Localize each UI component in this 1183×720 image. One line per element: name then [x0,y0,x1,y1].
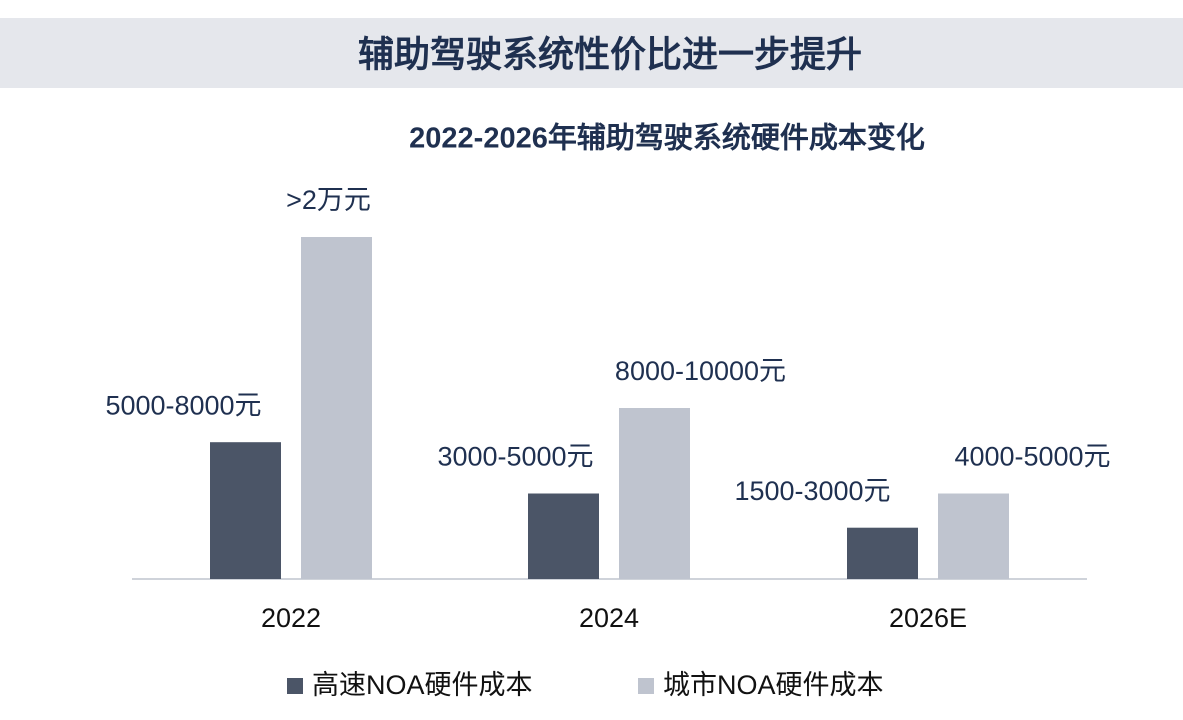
value-label: 5000-8000元 [105,390,261,420]
x-tick-label: 2022 [261,603,321,633]
value-label: 4000-5000元 [954,442,1110,472]
bar [847,527,918,579]
bar [301,237,372,579]
x-tick-label: 2026E [889,603,967,633]
x-tick-label: 2024 [579,603,639,633]
header-band [0,18,1183,88]
legend-swatch [638,678,654,694]
value-label: >2万元 [286,185,371,215]
bar [210,442,281,579]
bar [528,493,599,579]
legend-label: 城市NOA硬件成本 [663,670,884,700]
value-label: 3000-5000元 [437,442,593,472]
value-label: 8000-10000元 [615,356,786,386]
bar [938,493,1009,579]
value-label: 1500-3000元 [734,476,890,506]
legend-swatch [287,678,303,694]
chart-title: 2022-2026年辅助驾驶系统硬件成本变化 [409,121,925,155]
page-title: 辅助驾驶系统性价比进一步提升 [358,34,862,75]
legend-label: 高速NOA硬件成本 [312,670,533,700]
bar [619,408,690,579]
